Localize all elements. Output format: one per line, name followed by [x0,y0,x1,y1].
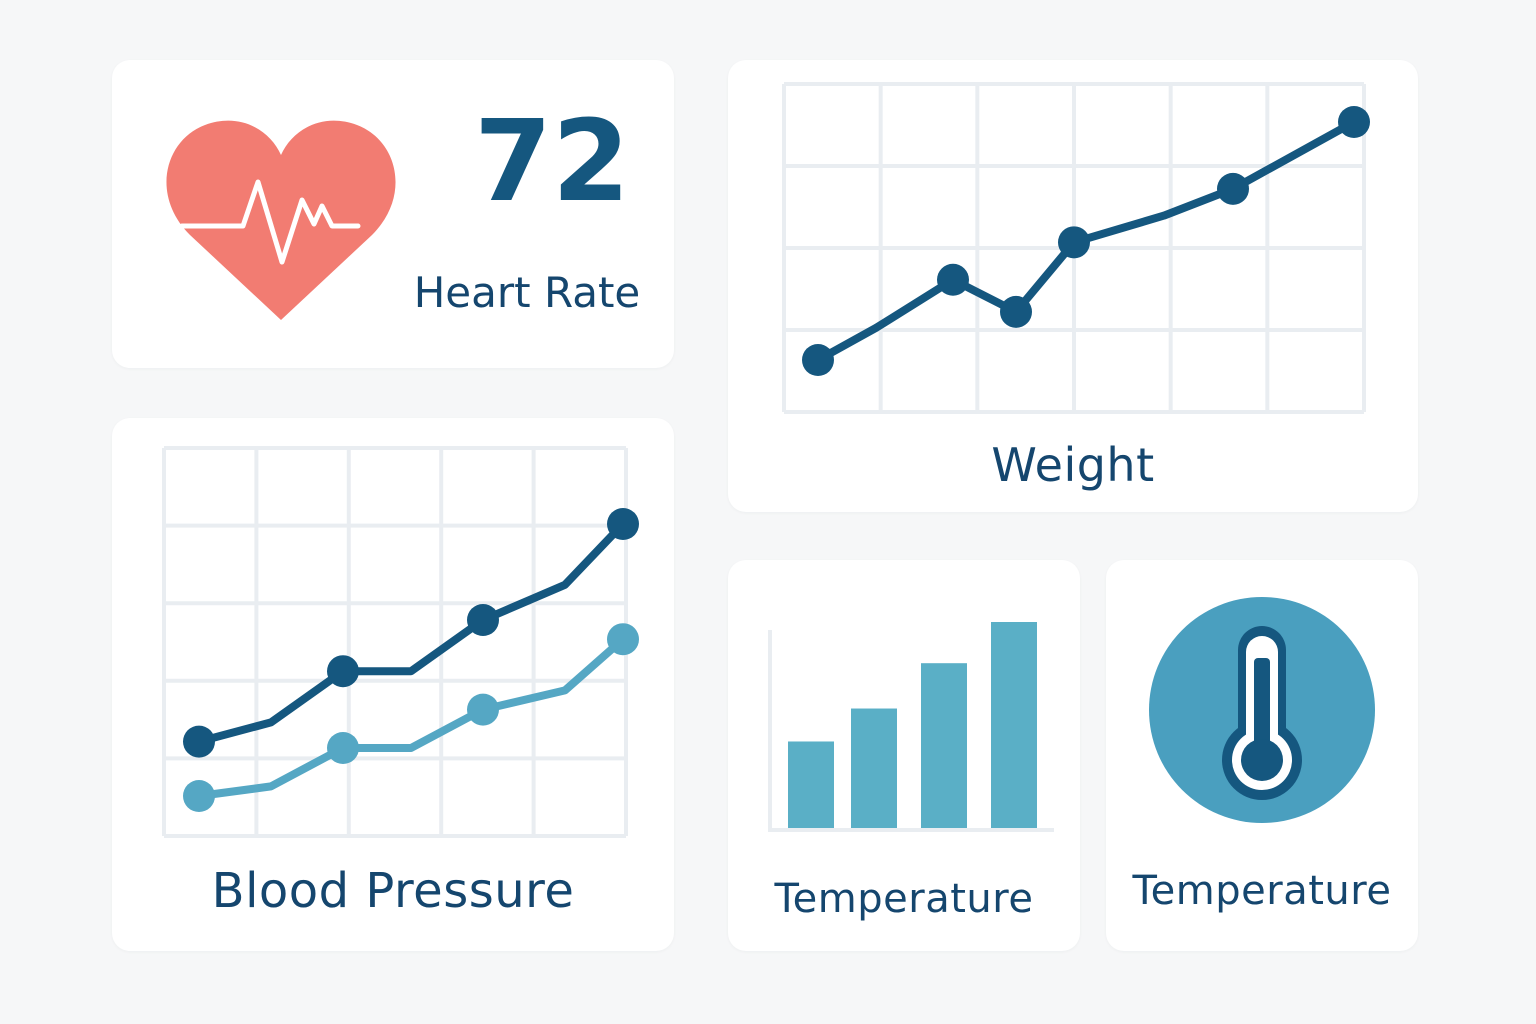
heart-pulse-icon [166,120,396,320]
data-point-1 [327,655,359,688]
heart-rate-value: 72 [474,97,630,227]
temperature-icon-label: Temperature [1132,868,1392,914]
data-point-2 [607,623,639,656]
bar-4 [991,622,1037,828]
bar-1 [788,741,834,828]
thermometer-icon [1149,597,1375,823]
heart-rate-card: 72 Heart Rate [112,60,674,368]
bar-2 [851,708,897,828]
data-point-1 [937,263,969,296]
data-point-1 [802,344,834,376]
heart-rate-label: Heart Rate [413,268,641,317]
weight-label: Weight [991,438,1155,492]
data-point-2 [467,693,499,726]
data-point-1 [467,604,499,636]
data-point-2 [327,732,359,764]
data-point-1 [1000,295,1032,328]
pulse-line [179,179,361,265]
temperature-bar-chart [768,622,1054,832]
blood-pressure-line-chart [162,446,639,838]
weight-line-chart [782,82,1370,414]
data-point-1 [607,508,639,540]
series-line-1 [195,520,627,746]
weight-card: Weight [728,60,1418,512]
data-point-1 [183,725,215,758]
data-point-1 [1058,226,1090,259]
bar-3 [921,663,967,828]
data-point-2 [183,780,215,812]
temperature-icon-card: Temperature [1106,560,1418,951]
data-point-1 [1338,106,1370,138]
temperature-bar-card: Temperature [728,560,1080,951]
blood-pressure-label: Blood Pressure [211,863,575,919]
series-line-2 [195,635,627,800]
heart-shape [166,120,396,320]
temperature-chart-label: Temperature [774,876,1034,922]
data-point-1 [1217,172,1249,205]
blood-pressure-card: Blood Pressure [112,418,674,951]
